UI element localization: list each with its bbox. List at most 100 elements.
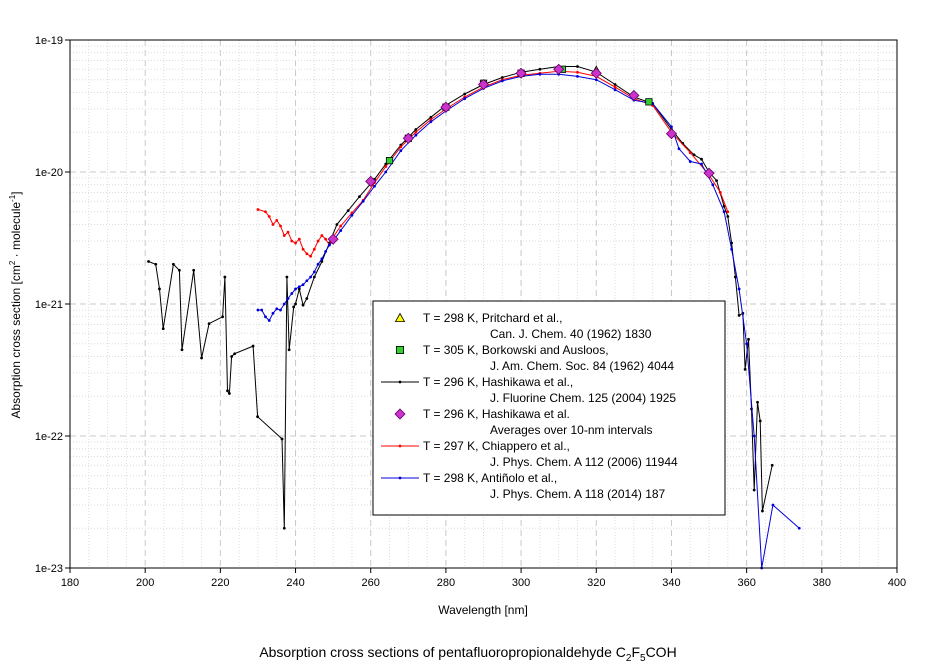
data-point xyxy=(350,211,354,215)
x-tick-label: 280 xyxy=(437,577,455,589)
data-point xyxy=(158,287,161,291)
data-point xyxy=(223,275,227,279)
data-point xyxy=(285,275,289,279)
legend-reference: J. Am. Chem. Soc. 84 (1962) 4044 xyxy=(490,359,674,373)
data-point xyxy=(312,275,316,279)
data-point xyxy=(500,79,504,83)
y-tick-label: 1e-23 xyxy=(35,563,63,575)
data-point xyxy=(414,133,418,137)
data-point xyxy=(282,234,286,237)
legend: T = 298 K, Pritchard et al., Can. J. Chem… xyxy=(372,300,726,516)
data-point-diamond xyxy=(477,78,490,91)
data-point xyxy=(233,352,237,356)
data-point xyxy=(290,239,294,243)
data-point xyxy=(316,239,320,243)
legend-reference: J. Phys. Chem. A 112 (2006) 11944 xyxy=(490,455,678,469)
data-point xyxy=(538,72,542,76)
data-point xyxy=(398,444,402,448)
data-point xyxy=(722,210,726,214)
data-point xyxy=(320,234,324,237)
data-point xyxy=(752,434,756,438)
data-point xyxy=(312,270,316,274)
data-point xyxy=(320,260,324,263)
x-tick-label: 240 xyxy=(286,577,304,589)
data-point xyxy=(309,254,312,258)
data-point xyxy=(730,247,733,251)
data-point xyxy=(282,302,286,306)
data-point xyxy=(700,162,703,166)
data-point xyxy=(361,199,365,203)
data-point xyxy=(275,218,279,222)
data-point xyxy=(297,285,301,289)
data-point xyxy=(500,76,504,79)
data-point xyxy=(294,287,297,291)
data-point xyxy=(271,223,275,226)
data-point xyxy=(256,208,260,211)
x-tick-label: 400 xyxy=(888,577,906,589)
x-tick-label: 300 xyxy=(512,577,530,589)
data-point xyxy=(305,252,309,256)
data-point xyxy=(797,526,801,530)
y-tick-label: 1e-19 xyxy=(35,35,63,47)
data-point xyxy=(758,419,762,423)
legend-label: T = 298 K, Antiñolo et al., xyxy=(423,471,557,485)
data-point-diamond xyxy=(394,408,406,420)
data-point-square xyxy=(395,345,404,354)
legend-label: T = 305 K, Borkowski and Ausloos, xyxy=(423,343,609,357)
data-point xyxy=(290,292,294,295)
x-tick-label: 320 xyxy=(587,577,605,589)
data-point xyxy=(292,305,296,309)
data-point xyxy=(301,283,305,287)
data-point xyxy=(358,195,361,199)
data-point xyxy=(463,92,467,96)
data-point xyxy=(275,307,279,311)
data-point-square xyxy=(645,98,653,106)
data-point xyxy=(227,392,231,395)
data-point xyxy=(279,224,282,228)
data-point xyxy=(718,191,722,194)
data-point xyxy=(613,83,617,86)
data-point xyxy=(279,308,282,312)
data-point xyxy=(429,115,433,119)
data-point xyxy=(324,237,328,241)
data-point-diamond xyxy=(515,67,527,79)
data-point xyxy=(286,230,290,234)
data-point xyxy=(737,287,741,291)
legend-box xyxy=(372,300,726,516)
data-point xyxy=(538,67,542,71)
legend-item: T = 298 K, Antiñolo et al., J. Phys. Chem… xyxy=(381,471,666,501)
data-point-diamond xyxy=(402,132,414,144)
data-point xyxy=(339,229,343,232)
data-point xyxy=(207,322,211,326)
data-point xyxy=(715,179,718,183)
data-point xyxy=(747,337,750,341)
legend-label: T = 296 K, Hashikawa et al., xyxy=(423,375,573,389)
x-tick-label: 200 xyxy=(136,577,154,589)
data-point xyxy=(177,268,181,272)
data-point xyxy=(770,463,774,467)
data-point-diamond xyxy=(365,175,377,187)
data-point xyxy=(251,344,255,348)
data-point xyxy=(230,355,234,358)
data-point xyxy=(335,223,339,226)
data-point xyxy=(398,380,402,384)
data-point-diamond xyxy=(703,167,715,179)
data-point xyxy=(301,247,305,251)
y-tick-label: 1e-21 xyxy=(35,299,63,311)
y-axis-label: Absorption cross section [cm2 · molecule… xyxy=(8,191,23,418)
legend-label: T = 298 K, Pritchard et al., xyxy=(423,311,563,325)
data-point xyxy=(726,215,730,218)
data-point xyxy=(161,327,165,331)
legend-reference: Can. J. Chem. 40 (1962) 1830 xyxy=(490,327,652,341)
data-point xyxy=(429,120,433,124)
data-point xyxy=(312,247,316,251)
legend-item: T = 297 K, Chiappero et al., J. Phys. Che… xyxy=(381,439,678,469)
x-tick-label: 180 xyxy=(61,577,79,589)
data-point xyxy=(692,153,696,157)
x-axis-label: Wavelength [nm] xyxy=(438,603,528,617)
data-point xyxy=(399,145,403,149)
data-point xyxy=(613,88,617,92)
data-point xyxy=(350,213,354,217)
data-point xyxy=(280,437,284,441)
